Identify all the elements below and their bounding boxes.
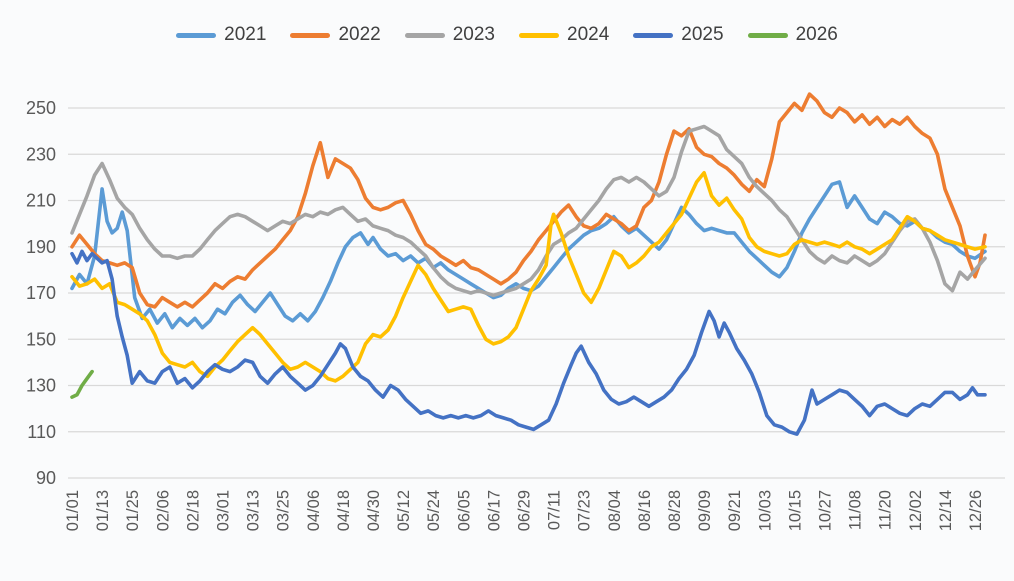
x-axis-tick-02/18: 02/18 [184, 490, 202, 531]
legend-item-2024: 2024 [519, 24, 609, 46]
legend-label-2025: 2025 [681, 24, 724, 45]
legend-item-2026: 2026 [747, 24, 838, 46]
legend-item-2022: 2022 [290, 24, 381, 46]
series-line-2024 [70, 171, 987, 383]
y-axis-tick-170: 170 [26, 283, 56, 303]
series-line-2022 [70, 92, 987, 309]
x-axis-tick-12/14: 12/14 [937, 490, 955, 531]
legend-swatch-2021 [176, 32, 217, 38]
x-axis-tick-06/29: 06/29 [516, 490, 534, 531]
x-axis-tick-08/28: 08/28 [666, 490, 684, 531]
x-axis-tick-09/21: 09/21 [726, 490, 744, 531]
y-axis-tick-230: 230 [26, 144, 56, 164]
legend-label-2021: 2021 [224, 24, 267, 45]
legend-item-2025: 2025 [633, 24, 724, 46]
legend-item-2021: 2021 [176, 24, 266, 46]
chart-legend: 2021 2022 2023 2024 2025 2026 [0, 24, 1014, 46]
legend-swatch-2022 [290, 32, 331, 38]
x-axis-tick-11/08: 11/08 [847, 490, 865, 530]
x-axis-tick-07/11: 07/11 [546, 490, 564, 530]
x-axis-tick-01/01: 01/01 [64, 490, 82, 531]
legend-item-2023: 2023 [404, 24, 495, 46]
x-axis-tick-02/06: 02/06 [154, 490, 172, 531]
x-axis-tick-10/15: 10/15 [786, 490, 804, 531]
x-axis-tick-03/13: 03/13 [245, 490, 263, 531]
y-axis-tick-90: 90 [36, 468, 56, 488]
y-axis-tick-130: 130 [26, 376, 56, 396]
legend-label-2026: 2026 [795, 24, 838, 45]
x-axis-tick-09/09: 09/09 [696, 490, 714, 531]
x-axis-tick-12/02: 12/02 [907, 490, 925, 531]
x-axis-tick-01/25: 01/25 [124, 490, 142, 531]
legend-label-2023: 2023 [452, 24, 495, 45]
y-axis-tick-150: 150 [26, 329, 56, 349]
x-axis-tick-10/03: 10/03 [756, 490, 774, 531]
x-axis-tick-04/30: 04/30 [365, 490, 383, 531]
x-axis-tick-10/27: 10/27 [817, 490, 835, 531]
y-axis-tick-190: 190 [26, 237, 56, 257]
x-axis-tick-08/04: 08/04 [606, 490, 624, 531]
y-axis-tick-250: 250 [26, 98, 56, 118]
x-axis-tick-05/24: 05/24 [425, 490, 443, 531]
legend-label-2024: 2024 [567, 24, 610, 45]
x-axis-tick-08/16: 08/16 [636, 490, 654, 531]
y-axis-tick-210: 210 [26, 191, 56, 211]
legend-label-2022: 2022 [338, 24, 381, 45]
x-axis-tick-03/01: 03/01 [215, 490, 233, 531]
legend-swatch-2025 [633, 32, 674, 38]
legend-swatch-2026 [747, 32, 788, 38]
x-axis-tick-07/23: 07/23 [576, 490, 594, 531]
series-line-2025 [70, 249, 987, 436]
series-line-2023 [70, 124, 987, 298]
x-axis-tick-01/13: 01/13 [94, 490, 112, 531]
x-axis-tick-12/26: 12/26 [967, 490, 985, 531]
x-axis-tick-04/06: 04/06 [305, 490, 323, 531]
x-axis-tick-06/05: 06/05 [455, 490, 473, 531]
x-axis-tick-04/18: 04/18 [335, 490, 353, 531]
legend-swatch-2023 [404, 32, 445, 38]
x-axis-tick-11/20: 11/20 [877, 490, 895, 530]
x-axis-tick-03/25: 03/25 [275, 490, 293, 531]
x-axis-tick-06/17: 06/17 [485, 490, 503, 531]
series-line-2026 [70, 369, 94, 399]
legend-swatch-2024 [519, 32, 559, 38]
x-axis-tick-05/12: 05/12 [395, 490, 413, 531]
y-axis-tick-110: 110 [27, 422, 56, 442]
